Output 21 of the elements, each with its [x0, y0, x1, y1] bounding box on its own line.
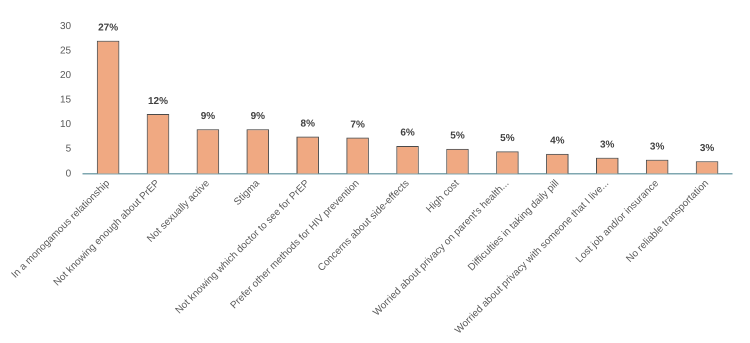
y-tick-label: 10 — [60, 119, 72, 130]
y-tick-label: 30 — [60, 20, 72, 32]
data-label: 9% — [200, 111, 216, 122]
y-tick-label: 5 — [66, 144, 72, 155]
data-label: 4% — [550, 136, 565, 147]
data-label: 12% — [148, 96, 168, 107]
data-label: 8% — [300, 118, 316, 130]
data-label: 7% — [350, 119, 365, 130]
data-label: 3% — [600, 140, 615, 151]
y-tick-label: 20 — [60, 70, 72, 81]
x-tick-label: High cost — [424, 178, 462, 216]
y-tick-label: 15 — [60, 94, 72, 106]
data-label: 9% — [250, 111, 266, 122]
y-tick-label: 0 — [66, 168, 72, 180]
data-label: 5% — [500, 133, 515, 144]
y-tick-label: 25 — [60, 45, 72, 56]
data-label: 5% — [450, 130, 465, 142]
data-label: 27% — [98, 22, 118, 34]
data-label: 3% — [650, 141, 664, 152]
data-label: 3% — [700, 142, 714, 154]
data-label: 6% — [400, 128, 415, 139]
